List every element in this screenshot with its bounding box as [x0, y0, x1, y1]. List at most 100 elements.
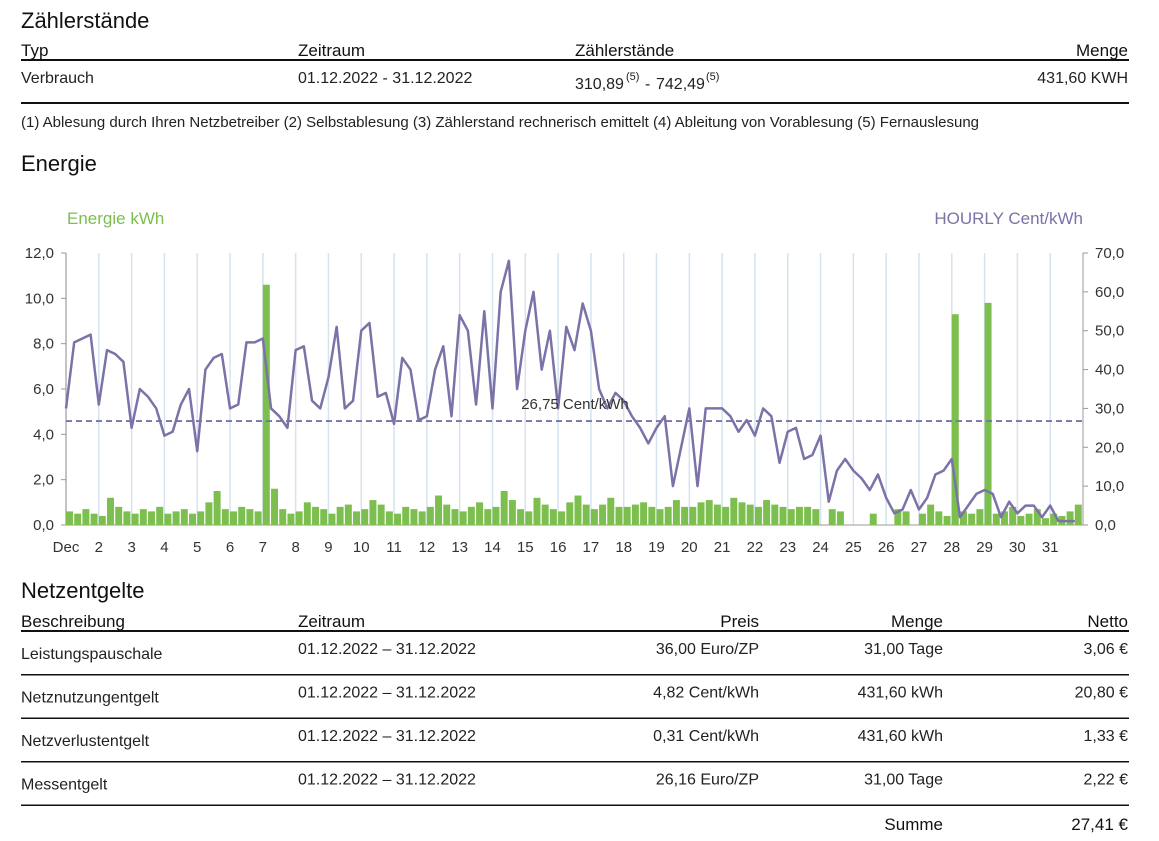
bar	[836, 511, 844, 525]
meter-title: Zählerstände	[21, 8, 149, 33]
rule	[21, 761, 1129, 763]
bar	[402, 506, 410, 525]
bar	[230, 511, 238, 525]
x-tick-label: 20	[681, 539, 698, 556]
col-header: Menge	[1076, 41, 1128, 60]
cell: 31,00 Tage	[864, 641, 943, 658]
col-header: Zählerstände	[575, 41, 674, 60]
bar	[246, 509, 254, 525]
bar	[336, 506, 344, 525]
bar	[1050, 513, 1058, 525]
bar	[574, 495, 582, 525]
bar	[377, 504, 385, 525]
bar	[607, 497, 615, 525]
bar	[271, 488, 279, 525]
bar	[705, 500, 713, 525]
bar	[476, 502, 484, 525]
x-tick-label: 11	[386, 539, 402, 556]
y-tick-label: 4,0	[33, 426, 54, 443]
x-tick-label: 9	[324, 539, 332, 556]
bar	[976, 509, 984, 525]
x-tick-label: Dec	[53, 539, 80, 556]
y2-tick-label: 0,0	[1095, 517, 1116, 534]
bar	[98, 515, 106, 525]
bar	[295, 511, 303, 525]
bar	[738, 502, 746, 525]
bar	[320, 509, 328, 525]
y-tick-label: 12,0	[25, 245, 54, 262]
x-tick-label: 19	[648, 539, 665, 556]
rule	[21, 630, 1129, 632]
x-tick-label: 16	[550, 539, 567, 556]
cell: 01.12.2022 – 31.12.2022	[298, 772, 476, 789]
cell: 431,60 kWh	[858, 728, 943, 745]
bar	[615, 506, 623, 525]
bar	[205, 502, 213, 525]
bar	[385, 511, 393, 525]
bar	[131, 513, 139, 525]
x-tick-label: 8	[291, 539, 299, 556]
bar	[672, 500, 680, 525]
bar	[902, 511, 910, 525]
bar	[533, 497, 541, 525]
bar	[443, 504, 451, 525]
y2-tick-label: 20,0	[1095, 439, 1124, 456]
cell: 01.12.2022 - 31.12.2022	[298, 70, 472, 87]
x-tick-label: 14	[484, 539, 501, 556]
cell: 20,80 €	[1075, 685, 1128, 702]
bar	[139, 509, 147, 525]
bar	[664, 506, 672, 525]
bar	[746, 504, 754, 525]
cell: 36,00 Euro/ZP	[656, 641, 759, 658]
bar	[156, 506, 164, 525]
bar	[451, 509, 459, 525]
bar	[303, 502, 311, 525]
x-tick-label: 2	[95, 539, 103, 556]
cell: 2,22 €	[1084, 772, 1129, 789]
bar	[894, 509, 902, 525]
bar	[722, 506, 730, 525]
bar	[804, 506, 812, 525]
bar	[771, 504, 779, 525]
bar	[1017, 515, 1025, 525]
bar	[123, 511, 131, 525]
bar	[279, 509, 287, 525]
bar	[221, 509, 229, 525]
bar	[566, 502, 574, 525]
y2-tick-label: 30,0	[1095, 400, 1124, 417]
cell: Netzverlustentgelt	[21, 733, 150, 750]
bar	[82, 509, 90, 525]
bar	[1033, 509, 1041, 525]
reading: 310,89	[575, 76, 624, 93]
bar	[180, 509, 188, 525]
bar	[590, 509, 598, 525]
bar	[148, 511, 155, 525]
bar	[558, 511, 566, 525]
bar	[943, 515, 951, 525]
rule	[21, 804, 1129, 806]
bar	[927, 504, 935, 525]
separator: -	[645, 76, 650, 93]
bar	[328, 513, 336, 525]
bar	[623, 506, 631, 525]
cell: Messentgelt	[21, 777, 108, 794]
bar	[968, 513, 976, 525]
bar	[107, 497, 114, 525]
bar	[74, 513, 82, 525]
cell: 26,16 Euro/ZP	[656, 772, 759, 789]
bar	[197, 511, 205, 525]
x-tick-label: 29	[976, 539, 993, 556]
bar	[467, 506, 475, 525]
bar	[369, 500, 377, 525]
y2-tick-label: 60,0	[1095, 284, 1124, 301]
total: 27,41 €	[1071, 815, 1128, 834]
bar	[254, 511, 262, 525]
x-tick-label: 10	[353, 539, 370, 556]
bar	[189, 513, 196, 525]
x-tick-label: 6	[226, 539, 234, 556]
cell: 431,60 kWh	[858, 685, 943, 702]
bar	[287, 513, 295, 525]
bar	[66, 511, 73, 525]
bar	[1066, 511, 1074, 525]
cell: 01.12.2022 – 31.12.2022	[298, 728, 476, 745]
